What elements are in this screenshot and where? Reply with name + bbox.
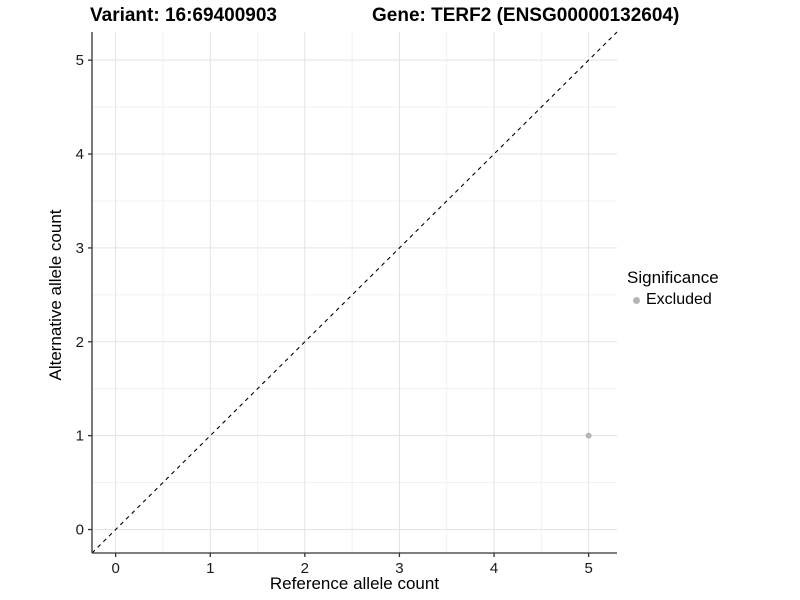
x-tick-label: 4 bbox=[490, 560, 498, 577]
legend-key-dot-icon bbox=[633, 296, 640, 304]
data-point bbox=[585, 432, 592, 439]
legend-title: Significance bbox=[627, 268, 719, 287]
plot-title-gene: Gene: TERF2 (ENSG00000132604) bbox=[372, 5, 680, 26]
plot-title-variant: Variant: 16:69400903 bbox=[90, 5, 277, 26]
x-tick-label: 2 bbox=[301, 560, 309, 577]
y-tick-label: 0 bbox=[76, 522, 84, 539]
x-axis-title: Reference allele count bbox=[269, 574, 440, 593]
legend: Significance Excluded bbox=[627, 268, 719, 309]
y-tick-label: 1 bbox=[76, 428, 84, 445]
x-tick-label: 3 bbox=[395, 560, 403, 577]
legend-item-excluded: Excluded bbox=[627, 291, 719, 309]
y-tick-label: 5 bbox=[76, 52, 84, 69]
y-tick-label: 3 bbox=[76, 240, 84, 257]
x-tick-label: 1 bbox=[206, 560, 214, 577]
y-tick-label: 4 bbox=[76, 146, 84, 163]
legend-item-label: Excluded bbox=[646, 291, 712, 308]
identity-line bbox=[91, 31, 618, 554]
x-tick-label: 0 bbox=[111, 560, 119, 577]
y-tick-label: 2 bbox=[76, 334, 84, 351]
x-tick-label: 5 bbox=[584, 560, 592, 577]
y-axis-title-text: Alternative allele count bbox=[46, 209, 65, 381]
